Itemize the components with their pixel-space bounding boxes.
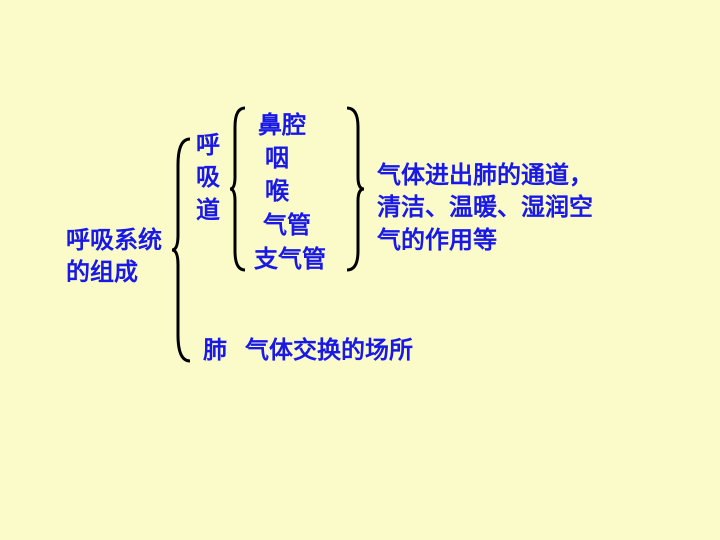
brace-tract-left [228,105,250,273]
tract-label: 呼 吸 道 [196,130,220,227]
tract-item-4: 支气管 [254,244,326,276]
tract-item-3: 气管 [263,210,311,242]
tract-item-1: 咽 [265,143,289,175]
tract-description: 气体进出肺的通道， 清洁、温暖、湿润空 气的作用等 [377,160,593,257]
lung-description: 气体交换的场所 [245,335,413,367]
tract-item-2: 喉 [265,176,289,208]
root-label: 呼吸系统 的组成 [66,225,162,290]
tract-item-0: 鼻腔 [258,110,306,142]
lung-label: 肺 [203,335,227,367]
brace-tract-right [342,105,366,273]
brace-root [170,135,198,365]
